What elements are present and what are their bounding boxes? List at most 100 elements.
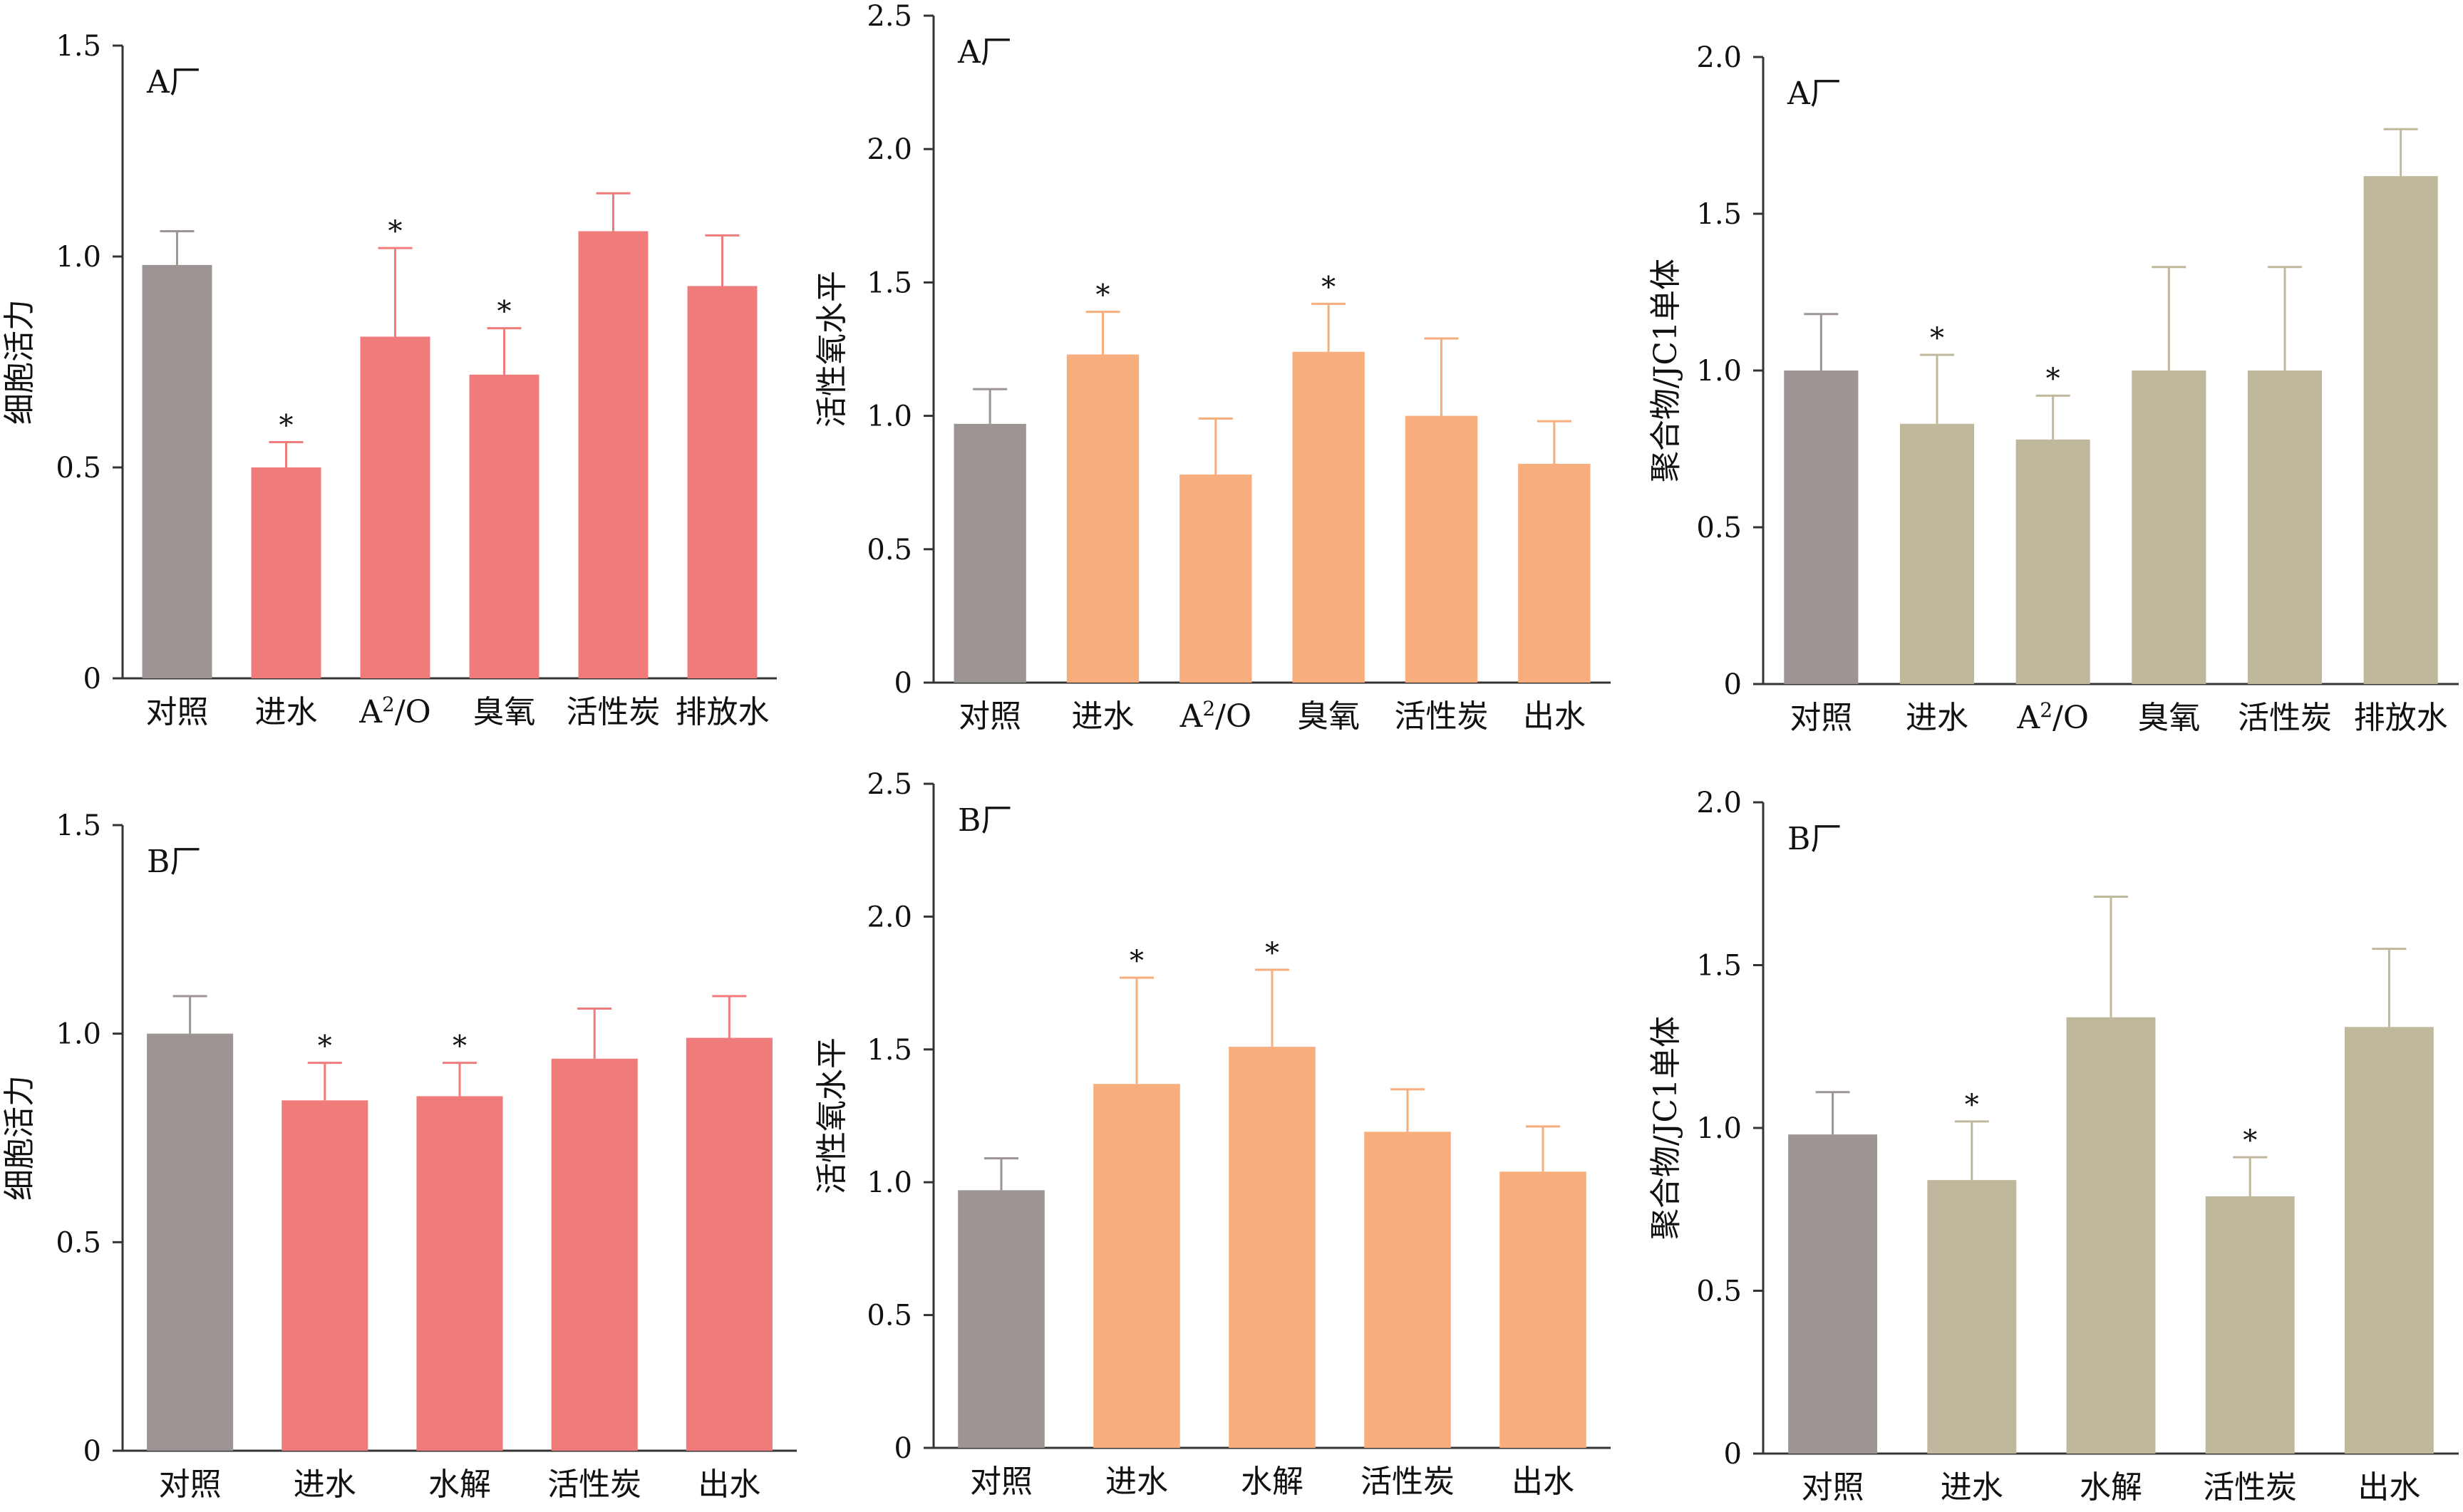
panel-label: A厂 xyxy=(146,64,201,100)
x-tick-label: 进水 xyxy=(1072,698,1135,735)
y-tick-label: 0.5 xyxy=(56,452,101,485)
panel-label: B厂 xyxy=(958,802,1012,839)
bar xyxy=(2363,176,2438,684)
y-tick-label: 0.5 xyxy=(56,1226,101,1259)
bar xyxy=(1927,1180,2017,1454)
x-tick-label: 对照 xyxy=(1802,1469,1864,1506)
significance-marker: * xyxy=(1265,937,1279,970)
significance-marker: * xyxy=(1930,322,1944,355)
y-tick-label: 2.5 xyxy=(867,768,912,801)
bar xyxy=(1788,1134,1878,1454)
x-tick-label: 活性炭 xyxy=(547,1466,641,1503)
significance-marker: * xyxy=(279,409,294,442)
bar xyxy=(2066,1017,2156,1454)
panel-label: A厂 xyxy=(957,34,1012,71)
x-tick-label: 臭氧 xyxy=(2137,700,2200,736)
y-tick-label: 1.0 xyxy=(1696,355,1742,388)
y-tick-label: 2.0 xyxy=(867,901,912,933)
y-tick-label: 2.0 xyxy=(1696,787,1742,819)
y-axis-label: 细胞活力 xyxy=(1,1075,38,1201)
y-tick-label: 2.0 xyxy=(867,133,912,166)
x-tick-label: 对照 xyxy=(159,1466,222,1503)
x-tick-label: 进水 xyxy=(255,694,318,730)
x-tick-label: A2/O xyxy=(1179,697,1252,735)
bar xyxy=(2015,439,2090,684)
significance-marker: * xyxy=(453,1030,467,1063)
x-tick-label: 对照 xyxy=(959,698,1021,735)
x-tick-label: 出水 xyxy=(1523,698,1586,735)
panel-label: B厂 xyxy=(1787,821,1842,857)
bar xyxy=(469,374,539,678)
bar xyxy=(360,336,430,678)
bar xyxy=(578,231,649,679)
bar xyxy=(282,1100,368,1451)
y-axis-label: 细胞活力 xyxy=(1,299,38,425)
bar xyxy=(1499,1171,1586,1448)
x-tick-label: 排放水 xyxy=(676,694,770,730)
y-tick-label: 2.5 xyxy=(867,0,912,33)
y-tick-label: 0 xyxy=(894,667,912,700)
y-tick-label: 0 xyxy=(83,1435,101,1468)
x-tick-label: 进水 xyxy=(1941,1469,2003,1506)
y-tick-label: 0.5 xyxy=(1696,512,1742,544)
x-tick-label: 活性炭 xyxy=(567,694,661,730)
bar xyxy=(551,1058,638,1451)
x-tick-label: 活性炭 xyxy=(1360,1464,1455,1500)
x-tick-label: A2/O xyxy=(358,693,431,730)
bar xyxy=(1405,415,1478,683)
x-tick-label: 水解 xyxy=(1241,1464,1303,1500)
panel-label: A厂 xyxy=(1787,76,1842,112)
x-tick-label: 活性炭 xyxy=(1395,698,1489,735)
bar xyxy=(954,423,1026,683)
x-tick-label: 出水 xyxy=(1512,1464,1574,1500)
y-tick-label: 1.5 xyxy=(867,1034,912,1067)
x-tick-label: 水解 xyxy=(2080,1469,2142,1506)
bar xyxy=(1093,1084,1180,1448)
y-axis-label: 活性氧水平 xyxy=(814,271,850,428)
bar xyxy=(251,467,321,678)
y-tick-label: 1.5 xyxy=(1696,950,1742,983)
bar xyxy=(2205,1196,2295,1454)
significance-marker: * xyxy=(318,1030,332,1063)
x-tick-label: 进水 xyxy=(1105,1464,1168,1500)
bar xyxy=(1179,474,1252,683)
x-tick-label: 出水 xyxy=(698,1466,760,1503)
x-tick-label: 活性炭 xyxy=(2203,1469,2297,1506)
y-tick-label: 2.0 xyxy=(1696,41,1742,74)
bar xyxy=(2132,371,2206,684)
y-tick-label: 1.0 xyxy=(867,1166,912,1199)
bar xyxy=(687,286,758,678)
bar xyxy=(416,1096,503,1451)
bar xyxy=(1518,463,1591,683)
panel-3: 0 0.5 1.0 1.5 2.0 聚合物/JC1单体 A厂对照 * 进水 * A2/O 臭氧 活性炭排… xyxy=(1648,41,2459,736)
bar xyxy=(1066,354,1140,683)
y-tick-label: 1.5 xyxy=(56,30,101,63)
x-tick-label: 活性炭 xyxy=(2238,700,2332,736)
bar xyxy=(2247,371,2323,684)
significance-marker: * xyxy=(2046,363,2060,395)
bar xyxy=(1229,1047,1316,1448)
panel-label: B厂 xyxy=(147,844,201,880)
bar xyxy=(147,1033,234,1451)
y-tick-label: 1.0 xyxy=(867,400,912,433)
y-tick-label: 1.5 xyxy=(867,266,912,299)
bar xyxy=(2344,1027,2434,1454)
x-tick-label: 排放水 xyxy=(2354,700,2448,736)
x-tick-label: 出水 xyxy=(2358,1469,2420,1506)
y-tick-label: 1.5 xyxy=(1696,198,1742,231)
y-tick-label: 0 xyxy=(83,663,101,695)
y-tick-label: 0 xyxy=(894,1432,912,1465)
y-axis-label: 活性氧水平 xyxy=(814,1037,850,1194)
x-tick-label: 对照 xyxy=(1790,700,1852,736)
y-tick-label: 0 xyxy=(1724,1438,1742,1471)
y-tick-label: 0.5 xyxy=(867,534,912,566)
significance-marker: * xyxy=(2243,1124,2257,1157)
bar xyxy=(1292,351,1365,683)
bar xyxy=(958,1190,1045,1448)
bar xyxy=(1364,1132,1451,1448)
